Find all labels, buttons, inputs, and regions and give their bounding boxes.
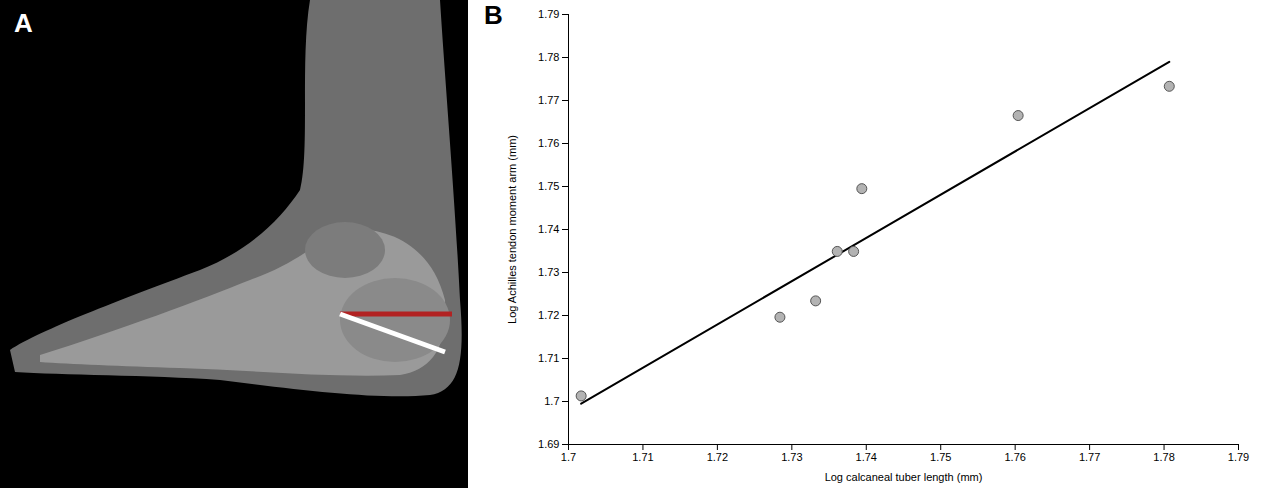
- svg-text:1.78: 1.78: [538, 51, 559, 63]
- svg-text:1.72: 1.72: [707, 451, 728, 463]
- svg-text:1.71: 1.71: [632, 451, 653, 463]
- svg-text:1.71: 1.71: [538, 352, 559, 364]
- html-text:A: A: [14, 8, 33, 38]
- svg-text:1.75: 1.75: [930, 451, 951, 463]
- svg-text:Log Achilles tendon moment arm: Log Achilles tendon moment arm (mm): [506, 135, 518, 324]
- svg-text:1.79: 1.79: [538, 8, 559, 20]
- svg-text:1.78: 1.78: [1153, 451, 1174, 463]
- svg-text:1.72: 1.72: [538, 309, 559, 321]
- svg-text:1.73: 1.73: [781, 451, 802, 463]
- html-text:B: B: [484, 0, 503, 30]
- svg-text:Log calcaneal tuber length (mm: Log calcaneal tuber length (mm): [825, 471, 983, 483]
- svg-text:1.74: 1.74: [856, 451, 877, 463]
- svg-text:1.79: 1.79: [1228, 451, 1249, 463]
- svg-text:1.77: 1.77: [538, 94, 559, 106]
- svg-text:1.7: 1.7: [561, 451, 576, 463]
- svg-text:1.74: 1.74: [538, 223, 559, 235]
- svg-text:1.77: 1.77: [1079, 451, 1100, 463]
- svg-text:1.69: 1.69: [538, 438, 559, 450]
- svg-text:1.73: 1.73: [538, 266, 559, 278]
- svg-text:1.7: 1.7: [544, 395, 559, 407]
- svg-text:1.76: 1.76: [538, 137, 559, 149]
- svg-text:1.75: 1.75: [538, 180, 559, 192]
- svg-text:1.76: 1.76: [1004, 451, 1025, 463]
